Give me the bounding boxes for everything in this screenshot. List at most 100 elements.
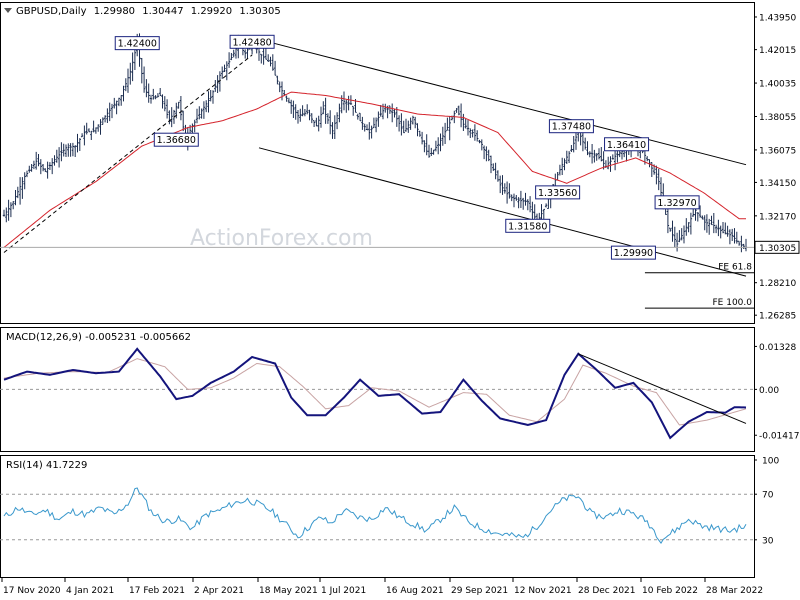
price-bar bbox=[666, 209, 670, 234]
x-tick-label: 1 Jul 2021 bbox=[321, 586, 366, 596]
price-bar bbox=[324, 97, 327, 124]
price-bar bbox=[740, 235, 743, 253]
price-annotation-label: 1.42400 bbox=[118, 39, 157, 50]
price-bar bbox=[71, 142, 75, 157]
price-bar bbox=[737, 240, 741, 246]
price-bar bbox=[519, 190, 523, 208]
price-bar bbox=[515, 195, 518, 201]
rsi-line bbox=[3, 487, 747, 544]
channel-upper-line bbox=[268, 41, 747, 166]
price-bar bbox=[126, 68, 130, 93]
y-tick-label: 1.26285 bbox=[759, 312, 796, 322]
price-bar bbox=[41, 164, 45, 172]
price-bar bbox=[85, 122, 88, 135]
price-annotation-label: 1.37480 bbox=[552, 122, 591, 133]
price-bar bbox=[694, 208, 697, 221]
price-bar bbox=[74, 145, 77, 157]
price-bar bbox=[216, 75, 219, 93]
price-bar bbox=[246, 47, 249, 59]
price-bar bbox=[393, 108, 396, 118]
price-bar bbox=[600, 147, 603, 162]
price-bar bbox=[735, 231, 738, 244]
price-bar bbox=[556, 172, 559, 181]
price-bar bbox=[306, 104, 309, 115]
price-bar bbox=[352, 105, 355, 116]
price-bar bbox=[526, 199, 529, 211]
price-bar bbox=[326, 113, 330, 124]
price-annotation-label: 1.36680 bbox=[157, 135, 196, 146]
price-bar bbox=[21, 177, 24, 199]
price-bar bbox=[744, 238, 748, 252]
price-bar bbox=[310, 113, 313, 124]
close-value: 1.30305 bbox=[239, 6, 280, 17]
price-bar bbox=[62, 143, 65, 157]
macd-line bbox=[3, 347, 747, 440]
price-bar bbox=[397, 115, 401, 132]
price-bar bbox=[391, 103, 394, 123]
price-bar bbox=[703, 215, 706, 231]
fe-level-label: FE 100.0 bbox=[713, 298, 753, 308]
price-bar bbox=[462, 113, 465, 131]
price-bar bbox=[512, 193, 516, 208]
price-bar bbox=[2, 209, 6, 217]
price-bar bbox=[480, 139, 483, 151]
price-bar bbox=[80, 133, 84, 138]
price-bar bbox=[698, 205, 702, 218]
price-bar bbox=[260, 53, 263, 64]
price-bar bbox=[443, 122, 447, 144]
price-bar bbox=[276, 75, 279, 85]
price-bar bbox=[331, 122, 334, 139]
price-bar bbox=[567, 151, 571, 163]
price-bar bbox=[18, 177, 22, 205]
price-bar bbox=[611, 154, 614, 160]
price-bar bbox=[655, 165, 658, 185]
x-tick-label: 16 Aug 2021 bbox=[386, 586, 444, 596]
price-bar bbox=[563, 158, 566, 171]
price-bar bbox=[92, 120, 95, 133]
price-bar bbox=[106, 108, 109, 123]
price-bar bbox=[361, 116, 364, 130]
price-bar bbox=[726, 225, 729, 237]
price-bar bbox=[437, 137, 440, 155]
price-bar bbox=[492, 163, 495, 171]
price-bar bbox=[25, 170, 29, 178]
price-bar bbox=[57, 147, 61, 168]
collapse-arrow-icon[interactable] bbox=[4, 8, 12, 13]
price-bar bbox=[32, 160, 36, 170]
price-bar bbox=[301, 105, 304, 117]
x-tick-label: 17 Feb 2021 bbox=[129, 586, 185, 596]
price-bar bbox=[646, 156, 649, 162]
price-bar bbox=[407, 120, 410, 133]
x-axis: 17 Nov 2020 4 Jan 2021 17 Feb 2021 2 Apr 20… bbox=[1, 578, 763, 596]
macd-y-tick-label: -0.014173 bbox=[759, 432, 800, 442]
price-bar bbox=[223, 64, 226, 72]
price-bar bbox=[508, 183, 511, 199]
y-tick-label: 1.40035 bbox=[759, 80, 796, 90]
price-bar bbox=[544, 203, 548, 208]
macd-panel-frame bbox=[0, 327, 755, 452]
price-bar bbox=[44, 168, 47, 172]
x-tick-label: 18 May 2021 bbox=[259, 586, 318, 596]
price-bar bbox=[423, 140, 426, 153]
rsi-series: 100 70 30 bbox=[0, 457, 779, 546]
price-bar bbox=[131, 52, 134, 82]
price-bar bbox=[9, 202, 13, 218]
price-bar bbox=[55, 149, 58, 163]
y-tick-label: 1.42015 bbox=[759, 46, 796, 56]
y-tick-label: 1.34150 bbox=[759, 179, 796, 189]
price-bar bbox=[531, 201, 534, 222]
fe-level-label: FE 61.8 bbox=[718, 263, 752, 273]
price-bar bbox=[510, 194, 513, 202]
price-bar bbox=[147, 83, 150, 103]
x-tick-label: 28 Dec 2021 bbox=[578, 586, 636, 596]
price-annotation-box bbox=[604, 137, 650, 152]
price-bar bbox=[99, 119, 102, 135]
price-bar bbox=[161, 94, 164, 109]
price-bar bbox=[170, 107, 173, 128]
x-tick-label: 28 Mar 2022 bbox=[706, 586, 763, 596]
macd-trendline bbox=[578, 353, 747, 424]
price-bar bbox=[687, 222, 690, 233]
macd-signal-line bbox=[3, 358, 747, 426]
price-bar bbox=[464, 118, 467, 129]
price-bar bbox=[83, 125, 86, 146]
